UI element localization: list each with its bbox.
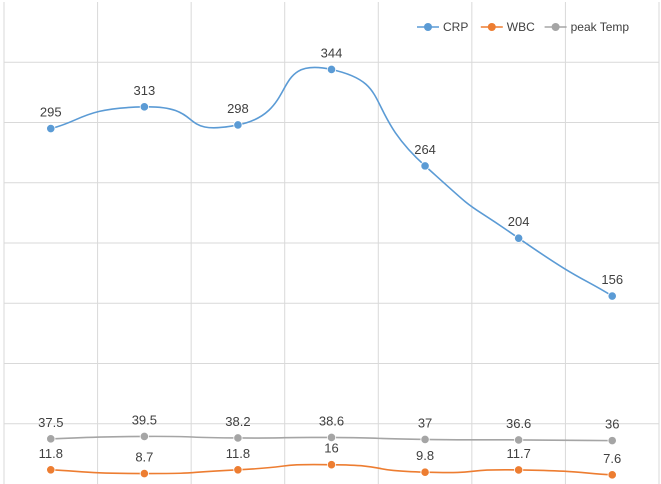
- data-label-crp: 298: [227, 101, 249, 116]
- data-labels: 295 313 298 344 264 204 156 11.8 8.7 11.8 16 9.8 11.…: [38, 45, 623, 465]
- data-label-peak-temp: 38.6: [319, 413, 344, 428]
- data-point-wbc: [607, 470, 617, 480]
- series-crp: [46, 64, 617, 301]
- data-label-wbc: 7.6: [603, 451, 621, 466]
- data-point-peak-temp: [139, 431, 149, 442]
- data-label-peak-temp: 37: [418, 415, 432, 430]
- data-label-peak-temp: 39.5: [132, 412, 157, 427]
- data-label-wbc: 11.7: [506, 446, 530, 461]
- legend-swatch-marker: [551, 23, 560, 31]
- data-label-peak-temp: 36.6: [506, 416, 531, 431]
- legend-label: CRP: [443, 20, 468, 34]
- data-label-wbc: 9.8: [416, 448, 434, 463]
- series-layer: [46, 64, 617, 480]
- data-point-crp: [233, 120, 243, 130]
- data-label-crp: 295: [40, 105, 62, 120]
- legend-swatch-marker: [487, 23, 496, 31]
- series-peak-temp: [46, 431, 617, 446]
- legend-item-crp: CRP: [417, 20, 468, 34]
- data-label-wbc: 8.7: [135, 450, 153, 465]
- data-point-peak-temp: [46, 434, 56, 444]
- legend-label: WBC: [507, 20, 535, 34]
- data-label-wbc: 11.8: [226, 446, 250, 461]
- data-label-wbc: 16: [324, 441, 338, 456]
- data-point-crp: [420, 161, 430, 171]
- data-point-crp: [326, 64, 337, 75]
- data-label-peak-temp: 38.2: [225, 414, 250, 429]
- data-point-peak-temp: [326, 432, 337, 443]
- legend: CRP WBC peak Temp: [417, 20, 629, 34]
- data-point-wbc: [514, 465, 524, 475]
- series-wbc: [46, 460, 617, 480]
- data-point-crp: [46, 123, 56, 134]
- legend-item-peak-temp: peak Temp: [544, 20, 630, 34]
- data-point-peak-temp: [233, 433, 243, 443]
- data-label-peak-temp: 36: [605, 417, 619, 432]
- data-point-wbc: [326, 460, 337, 470]
- data-point-crp: [607, 291, 617, 301]
- data-point-peak-temp: [607, 436, 617, 446]
- data-point-wbc: [233, 465, 243, 475]
- data-point-peak-temp: [514, 435, 524, 445]
- legend-swatch-marker: [424, 23, 432, 31]
- data-label-crp: 264: [414, 142, 436, 157]
- data-point-wbc: [139, 468, 149, 479]
- gridlines: [3, 2, 660, 484]
- data-point-wbc: [420, 467, 430, 477]
- series-line-crp: [50, 66, 613, 297]
- data-point-wbc: [46, 465, 56, 475]
- data-point-crp: [139, 102, 149, 112]
- data-label-crp: 313: [134, 83, 156, 98]
- legend-label: peak Temp: [571, 20, 630, 34]
- data-label-crp: 344: [321, 45, 343, 60]
- data-label-crp: 156: [601, 272, 623, 287]
- data-label-crp: 204: [508, 214, 530, 229]
- data-point-peak-temp: [420, 434, 430, 445]
- data-label-wbc: 11.8: [39, 446, 63, 461]
- data-label-peak-temp: 37.5: [38, 415, 63, 430]
- legend-item-wbc: WBC: [480, 20, 535, 34]
- data-point-crp: [514, 233, 524, 243]
